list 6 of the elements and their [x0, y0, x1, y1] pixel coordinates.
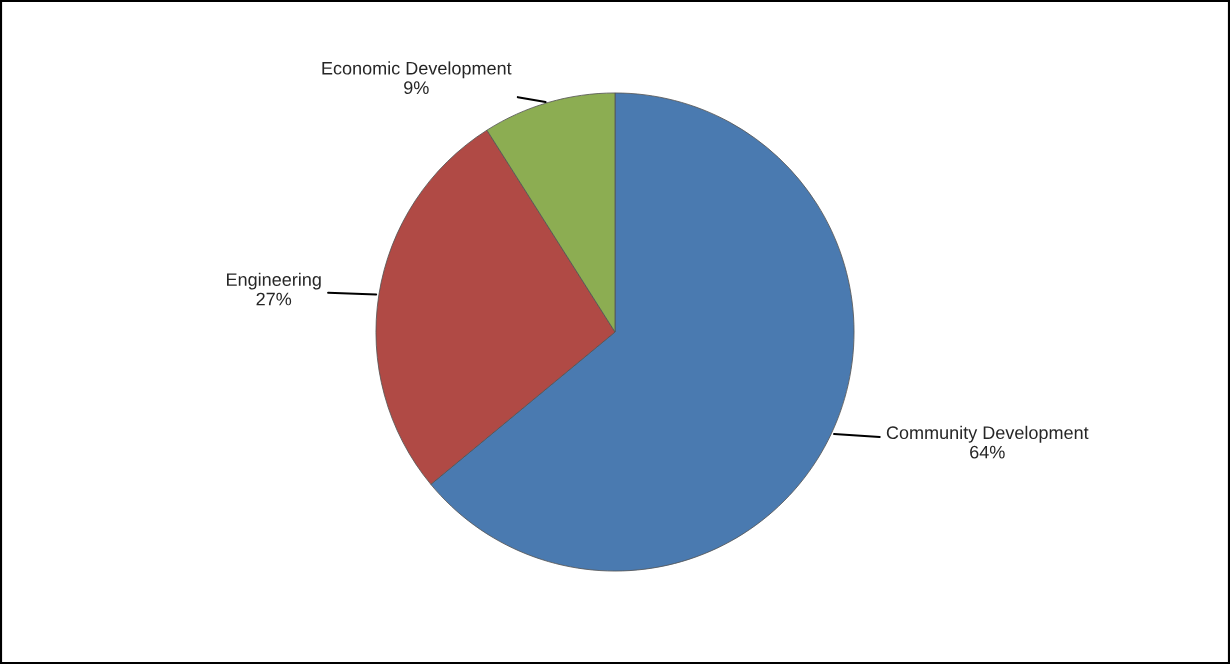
data-label: 27%	[256, 292, 292, 306]
slice-label: Engineering	[227, 272, 321, 290]
slice-label: Economic Development	[322, 61, 512, 79]
slice-label: Community Development	[886, 425, 1089, 443]
data-label: 64%	[970, 445, 1005, 459]
data-label: 9%	[404, 81, 429, 95]
